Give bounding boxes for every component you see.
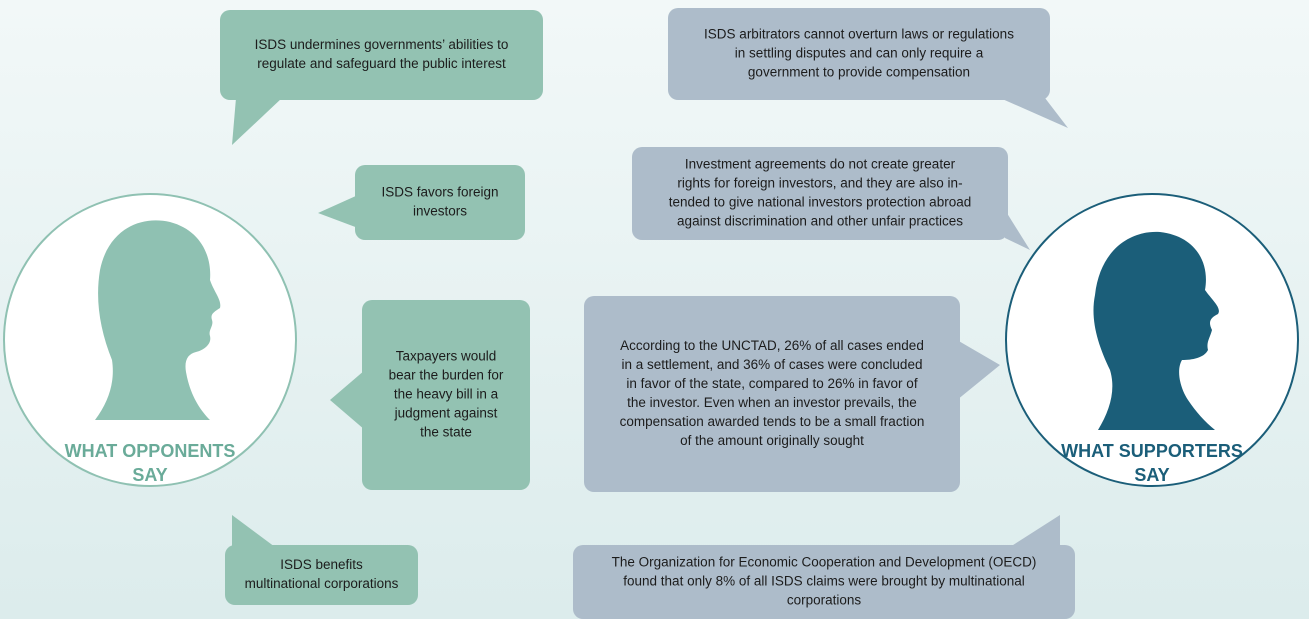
bubble-text: rights for foreign investors, and they a… — [677, 176, 962, 191]
bubble-text: ISDS benefits — [280, 557, 363, 572]
bubble-tail — [1010, 515, 1060, 547]
bubble-text: in settling disputes and can only requir… — [735, 46, 984, 61]
bubble-text: investors — [413, 204, 467, 219]
supporter-label: WHAT SUPPORTERS — [1061, 441, 1243, 461]
bubble-text: the heavy bill in a — [394, 387, 499, 402]
female-silhouette — [95, 220, 221, 420]
speech-bubble — [225, 545, 418, 605]
opponent-label: SAY — [132, 465, 167, 485]
bubble-text: multinational corporations — [245, 576, 399, 591]
bubble-text: tended to give national investors protec… — [669, 195, 971, 210]
bubble-text: Taxpayers would — [396, 349, 497, 364]
speech-bubble — [632, 147, 1008, 240]
bubble-tail — [1000, 98, 1068, 128]
bubble-text: The Organization for Economic Cooperatio… — [612, 555, 1037, 570]
supporter-label: SAY — [1134, 465, 1169, 485]
bubble-text: regulate and safeguard the public intere… — [257, 56, 506, 71]
bubble-text: in favor of the state, compared to 26% i… — [626, 376, 917, 391]
speech-bubble — [220, 10, 543, 100]
speech-bubble — [584, 296, 960, 492]
bubble-tail — [232, 98, 282, 145]
bubble-tail — [232, 515, 275, 547]
bubble-text: in a settlement, and 36% of cases were c… — [622, 357, 923, 372]
bubble-text: According to the UNCTAD, 26% of all case… — [620, 338, 924, 353]
bubble-tail — [330, 370, 365, 430]
bubble-tail — [1005, 210, 1030, 250]
bubble-text: corporations — [787, 593, 862, 608]
bubble-text: judgment against — [394, 406, 498, 421]
bubble-text: ISDS favors foreign — [381, 185, 498, 200]
opponent-label: WHAT OPPONENTS — [65, 441, 236, 461]
speech-bubble — [362, 300, 530, 490]
bubble-text: against discrimination and other unfair … — [677, 214, 963, 229]
speech-bubble — [668, 8, 1050, 100]
bubble-text: government to provide compensation — [748, 65, 970, 80]
bubble-text: compensation awarded tends to be a small… — [620, 414, 925, 429]
bubble-tail — [957, 340, 1000, 400]
male-silhouette — [1093, 231, 1219, 430]
speech-bubble — [355, 165, 525, 240]
speech-bubble — [573, 545, 1075, 619]
bubble-text: Investment agreements do not create grea… — [685, 157, 956, 172]
bubble-tail — [318, 195, 358, 228]
bubble-text: ISDS undermines governments’ abilities t… — [255, 37, 509, 52]
bubble-text: the investor. Even when an investor prev… — [627, 395, 917, 410]
bubble-text: found that only 8% of all ISDS claims we… — [623, 574, 1024, 589]
bubble-text: ISDS arbitrators cannot overturn laws or… — [704, 27, 1014, 42]
bubble-text: the state — [420, 425, 472, 440]
bubble-text: bear the burden for — [389, 368, 504, 383]
bubble-text: of the amount originally sought — [680, 433, 864, 448]
